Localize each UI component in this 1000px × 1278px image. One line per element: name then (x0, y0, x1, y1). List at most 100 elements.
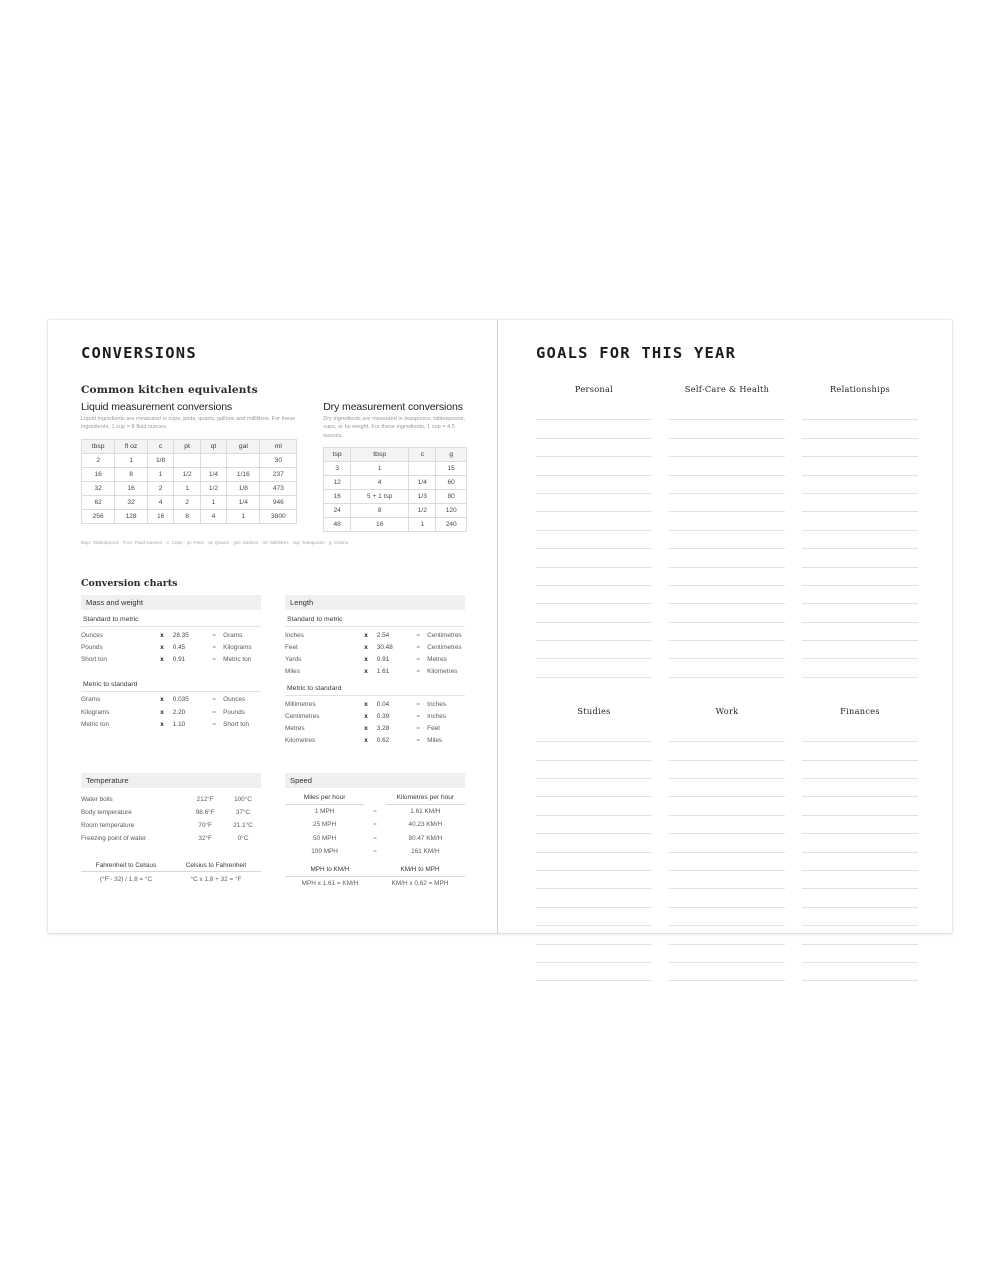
goal-entry-line[interactable] (536, 926, 652, 945)
goal-entry-line[interactable] (669, 420, 785, 439)
liquid-cell-2-1: 16 (114, 480, 148, 496)
mass-s2m-cell-0-0: Ounces (81, 631, 104, 639)
goal-entry-line[interactable] (669, 816, 785, 835)
goal-entry-line[interactable] (669, 476, 785, 494)
goal-entry-line[interactable] (536, 457, 652, 476)
goal-entry-line[interactable] (536, 531, 652, 550)
goal-entry-line[interactable] (536, 659, 652, 678)
goal-entry-line[interactable] (802, 494, 918, 513)
goal-entry-line[interactable] (536, 586, 652, 605)
goal-entry-line[interactable] (669, 889, 785, 908)
goal-entry-line[interactable] (536, 816, 652, 835)
goal-entry-line[interactable] (536, 908, 652, 927)
goal-entry-line[interactable] (802, 402, 918, 421)
goal-entry-line[interactable] (802, 742, 918, 761)
goal-entry-line[interactable] (802, 945, 918, 963)
goal-entry-line[interactable] (802, 623, 918, 642)
goal-entry-line[interactable] (802, 834, 918, 853)
table-row: Miles x 1.61 = Kilometres (285, 666, 465, 678)
goal-entry-line[interactable] (669, 871, 785, 890)
goal-entry-line[interactable] (669, 494, 785, 513)
goal-entry-line[interactable] (536, 439, 652, 458)
spread-gutter-line (497, 320, 498, 933)
goal-entry-line[interactable] (536, 834, 652, 853)
goal-entry-line[interactable] (802, 889, 918, 908)
mass-m2s-cell-0-1: x (160, 696, 164, 704)
mass-spacer (81, 666, 261, 680)
goal-entry-line[interactable] (536, 779, 652, 798)
goal-entry-line[interactable] (802, 641, 918, 660)
goal-entry-line[interactable] (669, 659, 785, 678)
goal-entry-line[interactable] (536, 853, 652, 871)
goal-entry-line[interactable] (536, 476, 652, 494)
goal-entry-line[interactable] (536, 641, 652, 660)
goal-entry-line[interactable] (669, 779, 785, 798)
goal-entry-line[interactable] (802, 457, 918, 476)
goal-entry-line[interactable] (536, 420, 652, 439)
goal-entry-line[interactable] (802, 549, 918, 568)
goal-entry-line[interactable] (802, 871, 918, 890)
goal-entry-line[interactable] (669, 641, 785, 660)
goal-entry-line[interactable] (802, 439, 918, 458)
goal-entry-line[interactable] (669, 604, 785, 623)
goal-entry-line[interactable] (669, 945, 785, 963)
dry-table-header-row: tsp tbsp c g (323, 447, 467, 463)
goal-entry-line[interactable] (536, 742, 652, 761)
goal-entry-line[interactable] (802, 531, 918, 550)
goal-entry-line[interactable] (802, 816, 918, 835)
goal-entry-line[interactable] (669, 742, 785, 761)
goal-entry-line[interactable] (802, 908, 918, 927)
goal-entry-line[interactable] (802, 476, 918, 494)
goal-entry-line[interactable] (802, 420, 918, 439)
goal-entry-line[interactable] (669, 568, 785, 586)
temperature-chart: Temperature Water boils 212°F 100°C Body te… (81, 772, 261, 888)
goal-entry-line[interactable] (536, 797, 652, 816)
goal-entry-line[interactable] (802, 779, 918, 798)
goal-entry-line[interactable] (669, 457, 785, 476)
goal-entry-line[interactable] (536, 871, 652, 890)
goal-entry-line[interactable] (669, 402, 785, 421)
goal-entry-line[interactable] (536, 604, 652, 623)
goal-entry-line[interactable] (669, 908, 785, 927)
goal-entry-line[interactable] (802, 761, 918, 780)
goal-entry-line[interactable] (536, 889, 652, 908)
goal-entry-line[interactable] (669, 963, 785, 982)
goal-entry-line[interactable] (802, 797, 918, 816)
goal-entry-line[interactable] (802, 724, 918, 743)
goal-entry-line[interactable] (802, 568, 918, 586)
goal-entry-line[interactable] (669, 834, 785, 853)
goal-entry-line[interactable] (802, 512, 918, 531)
table-row: 2 1 1/8 30 (80, 452, 298, 468)
goal-entry-line[interactable] (802, 853, 918, 871)
goal-entry-line[interactable] (669, 761, 785, 780)
goal-entry-line[interactable] (536, 724, 652, 743)
goal-entry-line[interactable] (802, 604, 918, 623)
goal-entry-line[interactable] (669, 853, 785, 871)
goal-entry-line[interactable] (536, 963, 652, 982)
goal-entry-line[interactable] (669, 512, 785, 531)
goal-entry-line[interactable] (536, 568, 652, 586)
liquid-cell-3-4: 1 (199, 494, 228, 510)
goal-entry-line[interactable] (669, 439, 785, 458)
mass-s2m-cell-2-0: Short ton (81, 656, 107, 664)
goal-entry-line[interactable] (802, 586, 918, 605)
goal-entry-line[interactable] (802, 963, 918, 982)
goal-entry-line[interactable] (669, 549, 785, 568)
goal-entry-line[interactable] (802, 659, 918, 678)
goal-entry-line[interactable] (669, 623, 785, 642)
goal-entry-line[interactable] (536, 549, 652, 568)
goal-entry-line[interactable] (669, 724, 785, 743)
goal-entry-line[interactable] (669, 586, 785, 605)
goal-entry-line[interactable] (669, 926, 785, 945)
table-row: Room temperature 70°F 21.1°C (81, 819, 261, 832)
goal-entry-line[interactable] (536, 945, 652, 963)
goal-entry-line[interactable] (536, 512, 652, 531)
goal-entry-line[interactable] (802, 926, 918, 945)
liquid-cell-1-4: 1/4 (199, 466, 228, 482)
goal-entry-line[interactable] (536, 761, 652, 780)
goal-entry-line[interactable] (669, 531, 785, 550)
goal-entry-line[interactable] (669, 797, 785, 816)
goal-entry-line[interactable] (536, 494, 652, 513)
goal-entry-line[interactable] (536, 623, 652, 642)
goal-entry-line[interactable] (536, 402, 652, 421)
